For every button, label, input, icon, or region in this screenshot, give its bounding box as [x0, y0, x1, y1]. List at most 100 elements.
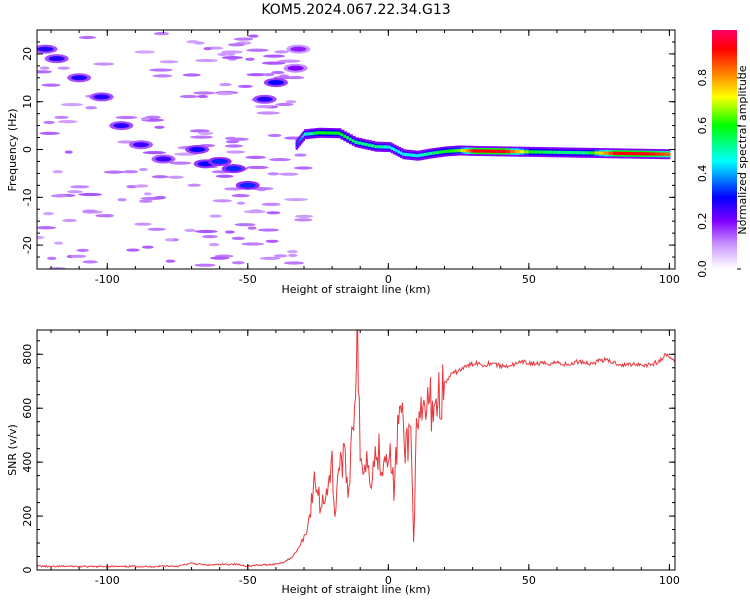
heatmap-ridge-core [411, 153, 416, 157]
heatmap-noise-cell [126, 248, 140, 252]
heatmap-ridge-core [496, 149, 502, 153]
heatmap-noise-cell [217, 52, 229, 57]
snr-axes: -100 -50 0 50 100 0 200 400 600 800 [21, 330, 680, 587]
snr-y-tick-label: 200 [21, 506, 34, 527]
heatmap-noise-cell [147, 227, 166, 231]
heatmap-ridge-core [435, 151, 439, 155]
heatmap-noise-cell [236, 201, 246, 205]
heatmap-noise-cell [39, 131, 60, 135]
heatmap-noise-cell [70, 185, 90, 189]
heatmap-ridge-core [414, 153, 418, 158]
heatmap-ridge-core [407, 153, 411, 157]
heatmap-ridge-core [367, 143, 372, 147]
heatmap-noise-cell [262, 54, 286, 58]
heatmap-ridge-core [397, 150, 402, 154]
heatmap-noise-cell [224, 144, 243, 148]
heatmap-patch [155, 156, 172, 162]
heatmap-ridge-core [446, 149, 451, 153]
heatmap-noise-cell [149, 68, 173, 72]
heatmap-ridge-core [571, 151, 577, 155]
heatmap-ridge-core [354, 140, 359, 144]
heatmap-noise-cell [284, 197, 309, 202]
heatmap-noise-cell [234, 223, 256, 227]
heatmap-noise-cell [294, 214, 314, 219]
heatmap-noise-cell [39, 66, 50, 70]
heatmap-patch [189, 147, 206, 152]
heatmap-y-axis-label: Frequency (Hz) [6, 109, 19, 192]
heatmap-ridge-core [346, 136, 350, 140]
heatmap-noise-cell [140, 117, 150, 121]
heatmap-ridge-core [432, 151, 437, 155]
heatmap-noise-cell [167, 175, 184, 179]
heatmap-noise-cell [57, 66, 70, 70]
heatmap-ridge-core [395, 149, 399, 153]
heatmap-x-tick-label: -50 [239, 273, 257, 286]
colorbar-tick-label: 0.4 [696, 165, 709, 183]
heatmap-patch [37, 46, 54, 52]
heatmap-ridge-core [561, 150, 568, 155]
heatmap-noise-cell [189, 129, 210, 133]
heatmap-noise-cell [143, 192, 152, 196]
heatmap-noise-cell [294, 218, 313, 222]
heatmap-y-tick-label: 0 [21, 146, 34, 153]
heatmap-ridge-core [589, 151, 596, 155]
heatmap-ridge-core [556, 150, 563, 154]
snr-series-line [37, 330, 675, 569]
heatmap-noise-cell [46, 256, 57, 260]
heatmap-ridge-core [631, 152, 638, 156]
heatmap-ridge-core [331, 131, 336, 135]
heatmap-noise-cell [293, 166, 313, 170]
heatmap-ridge-core [423, 152, 427, 157]
heatmap-noise-cell [37, 70, 53, 74]
heatmap-ridge-core [400, 151, 404, 155]
heatmap-ridge-core [465, 149, 469, 153]
heatmap-noise-cell [103, 170, 125, 174]
heatmap-noise-cell [246, 165, 269, 170]
heatmap-y-tick-label: -10 [21, 188, 34, 206]
heatmap-patch [287, 65, 304, 71]
snr-x-tick-label: 100 [659, 574, 680, 587]
heatmap-noise-cell [294, 153, 307, 157]
heatmap-noise-cell [225, 140, 240, 144]
heatmap-noise-cell [275, 102, 294, 107]
heatmap-ridge-core [528, 150, 535, 154]
heatmap-noise-cell [197, 94, 208, 99]
heatmap-ridge-core [437, 150, 441, 154]
heatmap-noise-cell [267, 172, 280, 176]
heatmap-noise-cell [209, 214, 222, 218]
heatmap-ridge-core [482, 149, 488, 153]
heatmap-noise-cell [78, 192, 103, 197]
heatmap-noise-cell [138, 199, 153, 203]
heatmap-noise-cell [267, 133, 282, 138]
heatmap-noise-cell [221, 56, 244, 60]
heatmap-noise-cell [42, 211, 54, 216]
heatmap-ridge-core [351, 139, 356, 143]
heatmap-noise-cell [37, 235, 45, 240]
heatmap-ridge-core [364, 142, 369, 147]
colorbar-tick-label: 0.6 [696, 117, 709, 135]
heatmap-ridge-core [324, 131, 329, 135]
heatmap-ridge-core [388, 145, 392, 149]
heatmap-noise-cell [179, 94, 199, 99]
heatmap-ridge-core [575, 151, 582, 155]
heatmap-ridge-core [505, 149, 512, 154]
heatmap-noise-cell [78, 35, 96, 40]
heatmap-patch [256, 96, 273, 102]
heatmap-noise-cell [266, 211, 281, 215]
heatmap-ridge-core [547, 150, 554, 154]
heatmap-patch [93, 94, 110, 100]
heatmap-ridge-core [552, 150, 558, 154]
heatmap-noise-cell [57, 119, 78, 124]
heatmap-ridge-core [458, 148, 462, 153]
heatmap-noise-cell [60, 103, 84, 107]
heatmap-noise-cell [265, 239, 279, 243]
heatmap-noise-cell [215, 174, 234, 178]
heatmap-noise-cell [152, 74, 173, 78]
heatmap-noise-cell [190, 135, 214, 139]
heatmap-noise-cell [212, 199, 232, 203]
heatmap-ridge-core [566, 150, 573, 155]
heatmap-ridge-core [470, 149, 474, 153]
heatmap-ridge-core [370, 144, 376, 148]
heatmap-ridge-core [599, 151, 605, 155]
